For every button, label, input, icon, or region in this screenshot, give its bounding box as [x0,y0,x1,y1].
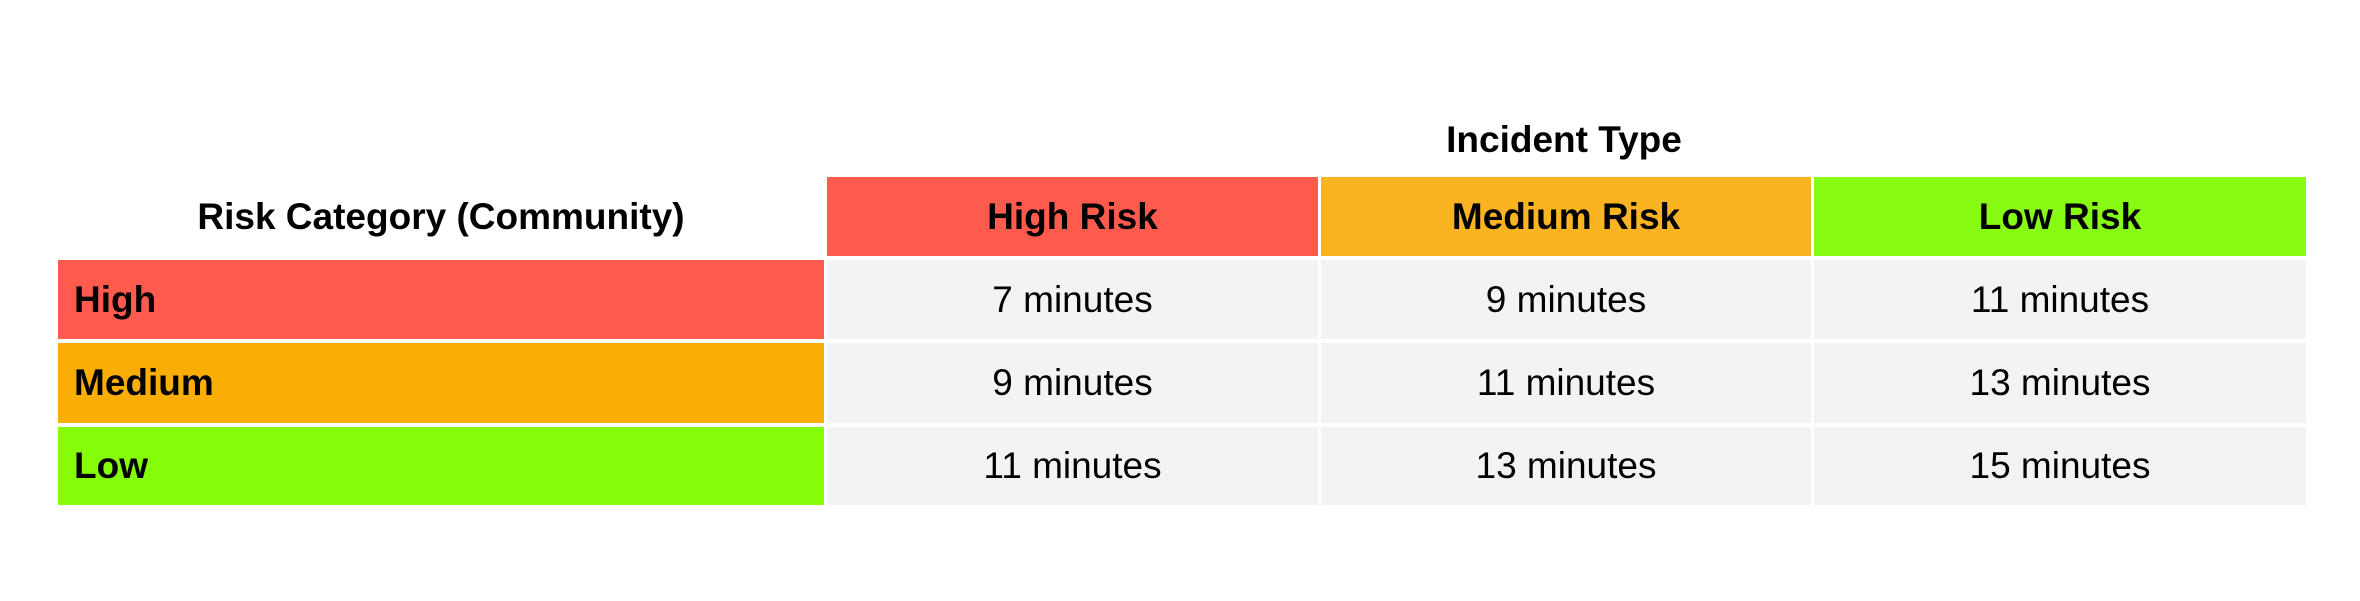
row-header-high: High [58,260,824,339]
column-header-low-risk: Low Risk [1814,177,2306,256]
incident-type-header: Incident Type [1446,119,1682,160]
table-cell: 9 minutes [1321,260,1811,339]
table-cell: 11 minutes [1321,343,1811,423]
row-header-low: Low [58,427,824,505]
response-time-table: Risk Category (Community) High Risk Medi… [58,177,2306,505]
column-header-high-risk: High Risk [827,177,1318,256]
column-header-medium-risk: Medium Risk [1321,177,1811,256]
row-header-medium: Medium [58,343,824,423]
table-cell: 11 minutes [1814,260,2306,339]
table-cell: 15 minutes [1814,427,2306,505]
risk-category-header: Risk Category (Community) [58,177,824,256]
table-cell: 11 minutes [827,427,1318,505]
table-cell: 7 minutes [827,260,1318,339]
table-cell: 9 minutes [827,343,1318,423]
table-cell: 13 minutes [1814,343,2306,423]
table-cell: 13 minutes [1321,427,1811,505]
